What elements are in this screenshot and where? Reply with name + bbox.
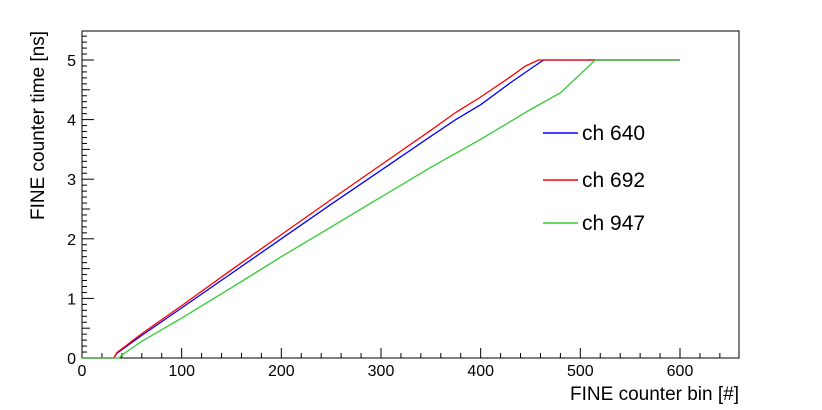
x-tick-label: 100 [168,363,195,380]
legend: ch 640 ch 692 ch 947 [543,122,645,235]
x-tick-label: 0 [78,363,87,380]
legend-label: ch 640 [582,122,645,145]
series-lines [82,59,680,359]
x-axis-title: FINE counter bin [#] [570,384,739,405]
y-tick-label: 3 [67,172,76,189]
y-axis-title: FINE counter time [ns] [28,31,49,220]
y-tick-label: 5 [67,53,76,70]
plot-frame [81,30,740,359]
x-tick-label: 200 [268,363,295,380]
y-tick-label: 4 [67,113,76,130]
x-axis-ticks: 0 100 200 300 400 500 600 [78,348,721,380]
series-line-2 [82,59,680,359]
legend-label: ch 692 [582,169,645,192]
x-tick-label: 500 [567,363,594,380]
series-line-1 [82,59,680,359]
y-tick-label: 1 [67,291,76,308]
legend-label: ch 947 [582,212,645,235]
x-tick-label: 600 [667,363,694,380]
y-axis-ticks: 0 1 2 3 4 5 [67,35,94,368]
y-tick-label: 0 [67,351,76,368]
y-tick-label: 2 [67,232,76,249]
x-tick-label: 300 [368,363,395,380]
x-tick-label: 400 [467,363,494,380]
series-line-3 [82,59,680,359]
